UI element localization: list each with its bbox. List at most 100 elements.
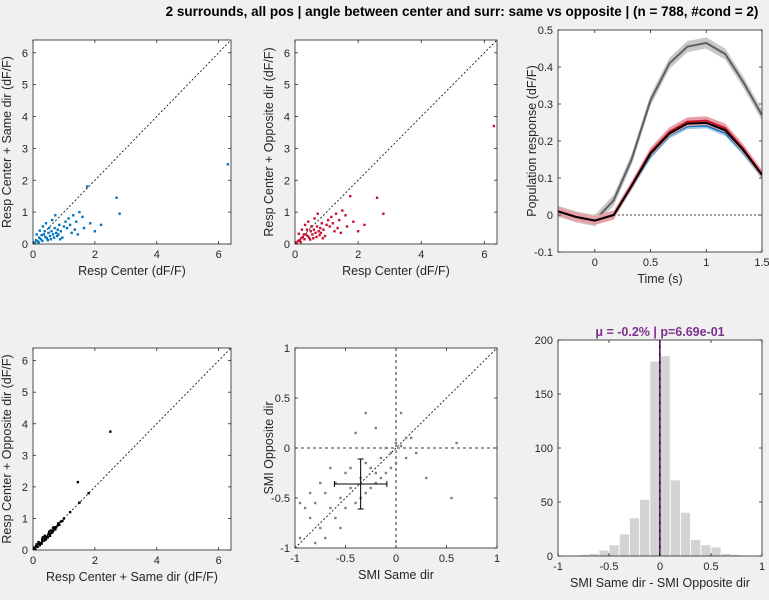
p5-point	[329, 466, 332, 470]
p2-point	[304, 233, 308, 236]
p5-ytick-label: 0.5	[275, 393, 290, 405]
p6-ytick-label: 100	[535, 443, 553, 455]
p1-xtick-label: 0	[30, 249, 36, 261]
p1-ylabel: Resp Center + Same dir (dF/F)	[0, 56, 14, 228]
p1-ytick-label: 0	[22, 239, 28, 251]
p5-ytick-label: 1	[284, 343, 290, 355]
p1-point	[65, 226, 69, 230]
p4-xtick-label: 2	[92, 555, 98, 567]
p2-point	[331, 222, 335, 225]
p2-xlabel: Resp Center (dF/F)	[342, 264, 450, 278]
p3-ytick-label: 0.4	[538, 62, 553, 74]
p6-xtick-label: 0.5	[703, 561, 718, 573]
p2-ytick-label: 3	[284, 143, 290, 155]
p2-point	[308, 238, 312, 241]
p5-point	[314, 501, 317, 505]
p4-point	[57, 521, 60, 525]
p5-point	[404, 436, 408, 440]
p2-point	[375, 196, 379, 199]
p1-point	[93, 230, 97, 233]
p4-point	[36, 545, 39, 549]
p4-point	[41, 537, 44, 541]
p4-point	[68, 510, 72, 514]
p4-point	[58, 523, 61, 526]
p6-bar	[578, 554, 589, 556]
p4-ytick-label: 3	[22, 450, 28, 462]
p1-ytick-label: 5	[22, 80, 28, 92]
p6-bar	[599, 550, 609, 556]
p6-xtick-label: -1	[553, 561, 563, 573]
p2-point	[302, 233, 306, 236]
p5-unity-line	[295, 348, 497, 548]
p2-data-layer	[295, 40, 497, 244]
p1-point	[99, 223, 103, 227]
p2-point	[318, 233, 321, 237]
p1-point	[48, 234, 52, 238]
p6-bar	[650, 361, 660, 556]
p6-bar	[731, 554, 742, 556]
p5-point	[354, 501, 357, 505]
p4-point	[38, 544, 42, 547]
p4-point	[40, 542, 43, 545]
p5-point	[394, 441, 398, 445]
p5-xtick-label: 1	[494, 553, 500, 565]
p1-point	[39, 238, 42, 241]
p2-point	[305, 228, 309, 231]
p1-point	[45, 237, 49, 240]
p5-point	[344, 471, 347, 475]
p2-axes-frame	[294, 39, 498, 245]
p5-point	[364, 491, 367, 495]
p2-ylabel: Resp Center + Opposite dir (dF/F)	[262, 47, 276, 236]
p4-point	[51, 529, 55, 533]
panels: 0 2 4 6 0 1 2 3 4 5 6 Resp Center (dF/F) Resp Center…	[0, 25, 769, 590]
p2-point	[316, 212, 319, 215]
p4-xtick-label: 4	[154, 555, 160, 567]
p4-point	[49, 529, 53, 532]
p2-xtick-label: 0	[292, 249, 298, 261]
p4-point	[41, 536, 45, 539]
p5-point	[394, 461, 398, 465]
p2-point	[336, 226, 339, 230]
p5-point	[334, 516, 337, 520]
p5-point	[384, 471, 388, 475]
p5-point	[379, 476, 383, 480]
p1-point	[49, 238, 53, 241]
p3-ytick-label: 0.5	[538, 25, 553, 37]
p1-point	[43, 230, 46, 233]
p3-axes: 0 0.5 1 1.5 -0.1 0 0.1 0.2 0.3 0.4 0.5 Time (s) Popu…	[525, 25, 769, 286]
p1-xtick-label: 4	[154, 249, 160, 261]
p1-point	[41, 225, 45, 228]
p6-data-layer	[578, 340, 742, 556]
p2-point	[328, 225, 331, 228]
p2-point	[382, 212, 385, 215]
p5-point	[415, 451, 418, 455]
p3-ytick-label: 0.1	[538, 173, 553, 185]
p1-point	[226, 163, 230, 166]
p1-data-layer	[33, 40, 231, 244]
p5-point	[409, 436, 413, 440]
p1-ytick-label: 1	[22, 207, 28, 219]
p1-xtick-label: 2	[92, 249, 98, 261]
p1-point	[89, 222, 92, 225]
p1-point	[37, 241, 40, 244]
p2-point	[301, 235, 305, 239]
p5-point	[308, 516, 312, 520]
p5-ytick-label: 0	[284, 443, 290, 455]
p4-axes-frame	[32, 347, 232, 551]
p1-point	[55, 231, 58, 235]
p5-xtick-label: 0	[393, 553, 399, 565]
p1-point	[38, 229, 42, 232]
p4-point	[46, 536, 50, 539]
p4-ytick-label: 6	[22, 356, 28, 368]
p5-ytick-label: -0.5	[271, 493, 290, 505]
p2-point	[333, 230, 336, 233]
p4-point	[47, 530, 51, 533]
p1-point	[82, 226, 86, 230]
p6-ytick-label: 0	[547, 551, 553, 563]
p2-point	[303, 223, 307, 227]
p1-point	[68, 223, 72, 227]
p2-point	[296, 239, 300, 243]
p2-point	[299, 240, 302, 244]
p1-point	[35, 233, 38, 236]
